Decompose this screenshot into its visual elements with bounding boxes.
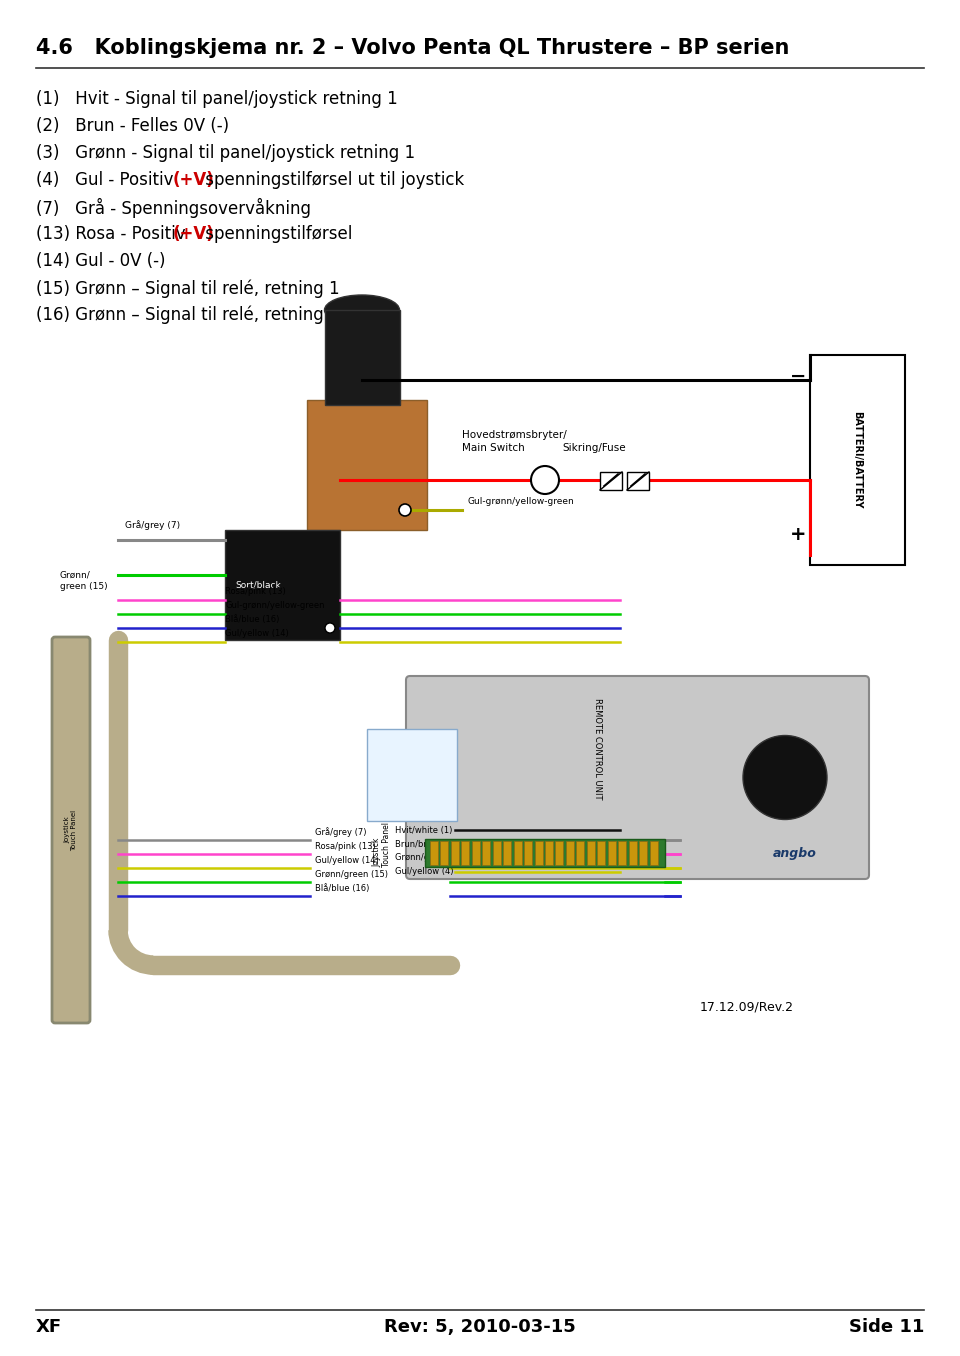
Text: Hovedstrømsbryter/: Hovedstrømsbryter/ [462,430,566,439]
Bar [430,841,438,865]
Bar [492,841,501,865]
Text: Grønn/green (3): Grønn/green (3) [395,853,463,862]
Text: Rev: 5, 2010-03-15: Rev: 5, 2010-03-15 [384,1318,576,1336]
Bar [503,841,511,865]
Text: (16) Grønn – Signal til relé, retning 2: (16) Grønn – Signal til relé, retning 2 [36,306,340,324]
Bar [425,839,665,866]
Text: Gul/yellow (14): Gul/yellow (14) [225,629,289,639]
Text: green (15): green (15) [60,582,108,591]
Circle shape [531,466,559,494]
Text: Gul/yellow (4): Gul/yellow (4) [395,868,453,876]
Bar [587,841,595,865]
Text: Blå/blue (16): Blå/blue (16) [225,616,279,624]
Text: (14) Gul - 0V (-): (14) Gul - 0V (-) [36,252,165,270]
Text: (4)   Gul - Positiv: (4) Gul - Positiv [36,171,179,188]
Text: Grønn/green (15): Grønn/green (15) [315,871,388,879]
Text: (3)   Grønn - Signal til panel/joystick retning 1: (3) Grønn - Signal til panel/joystick re… [36,144,415,161]
Bar [600,472,622,490]
Circle shape [325,622,335,633]
FancyBboxPatch shape [52,637,90,1022]
Bar [576,841,585,865]
Bar [307,400,427,530]
Text: Joystick
Touch Panel: Joystick Touch Panel [64,810,78,850]
Bar [482,841,491,865]
Bar [608,841,615,865]
Text: Brun/brown (2): Brun/brown (2) [395,839,459,849]
Bar [462,841,469,865]
Bar [627,472,649,490]
Text: (+V): (+V) [173,225,215,243]
Bar [535,841,542,865]
Text: Hvit/white (1): Hvit/white (1) [395,826,452,834]
Text: XF: XF [36,1318,62,1336]
FancyBboxPatch shape [406,677,869,879]
Text: Rosa/pink (13): Rosa/pink (13) [225,587,286,597]
Bar [618,841,626,865]
Text: BATTERI/BATTERY: BATTERI/BATTERY [852,411,862,508]
Text: Rosa/pink (13): Rosa/pink (13) [315,842,375,852]
FancyBboxPatch shape [367,730,457,820]
Text: 4.6   Koblingskjema nr. 2 – Volvo Penta QL Thrustere – BP serien: 4.6 Koblingskjema nr. 2 – Volvo Penta QL… [36,38,789,58]
Text: Grå/grey (7): Grå/grey (7) [125,521,180,530]
Text: angbo: angbo [773,848,817,860]
Text: Gul-grønn/yellow-green: Gul-grønn/yellow-green [468,498,575,506]
Text: 17.12.09/Rev.2: 17.12.09/Rev.2 [700,999,794,1013]
Text: spenningstilførsel ut til joystick: spenningstilførsel ut til joystick [201,171,465,188]
Text: Gul-grønn/yellow-green: Gul-grønn/yellow-green [225,601,324,610]
Text: Sikring/Fuse: Sikring/Fuse [562,443,626,453]
Text: REMOTE CONTROL UNIT: REMOTE CONTROL UNIT [593,698,602,800]
Bar [545,841,553,865]
Circle shape [743,735,827,819]
Bar [325,311,400,405]
Bar [810,355,905,565]
Text: (2)   Brun - Felles 0V (-): (2) Brun - Felles 0V (-) [36,117,229,136]
Bar [524,841,532,865]
Bar [441,841,448,865]
Bar [629,841,636,865]
Bar [451,841,459,865]
Text: −: − [790,367,806,386]
Text: Gul/yellow (14): Gul/yellow (14) [315,856,379,865]
Bar [597,841,605,865]
Text: (13) Rosa - Positiv: (13) Rosa - Positiv [36,225,191,243]
Text: spenningstilførsel: spenningstilførsel [201,225,352,243]
Text: Side 11: Side 11 [849,1318,924,1336]
Text: (+V): (+V) [173,171,215,188]
Circle shape [399,504,411,517]
Bar [565,841,574,865]
Text: +: + [790,526,806,545]
Bar [514,841,521,865]
Text: (1)   Hvit - Signal til panel/joystick retning 1: (1) Hvit - Signal til panel/joystick ret… [36,89,397,108]
Text: (7)   Grå - Spenningsovervåkning: (7) Grå - Spenningsovervåkning [36,198,311,218]
Bar [471,841,480,865]
Text: Blå/blue (16): Blå/blue (16) [315,884,370,894]
Bar [650,841,658,865]
Text: Sort/black: Sort/black [235,580,280,590]
Text: Joystick
Touch Panel: Joystick Touch Panel [372,822,392,866]
Text: (15) Grønn – Signal til relé, retning 1: (15) Grønn – Signal til relé, retning 1 [36,279,340,297]
Ellipse shape [324,296,399,325]
Bar [225,530,340,640]
Text: Grå/grey (7): Grå/grey (7) [315,827,367,837]
Text: Main Switch: Main Switch [462,443,525,453]
Bar [639,841,647,865]
Bar [556,841,564,865]
Text: Grønn/: Grønn/ [60,570,91,579]
